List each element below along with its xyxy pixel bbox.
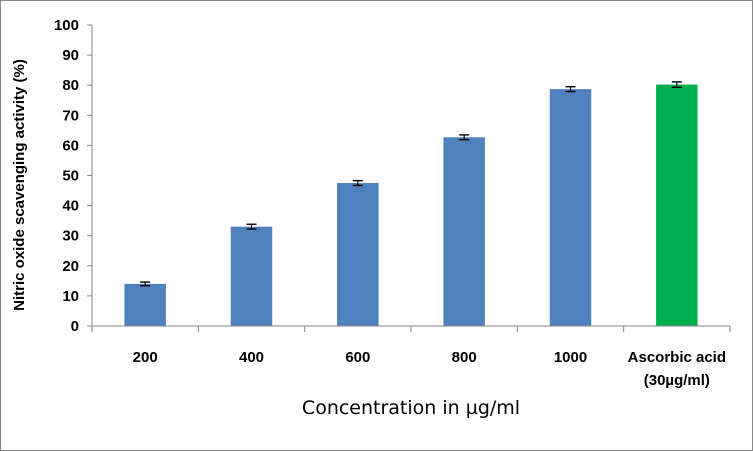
bar <box>230 226 273 326</box>
x-tick-label: 400 <box>239 349 264 366</box>
y-tick-label: 50 <box>62 168 79 185</box>
y-tick-label: 80 <box>62 77 79 94</box>
x-tick-label: 200 <box>133 349 158 366</box>
y-tick-label: 10 <box>62 288 79 305</box>
bar <box>549 89 592 326</box>
x-tick-label: 800 <box>452 349 477 366</box>
bar <box>443 137 485 326</box>
y-tick-label: 0 <box>71 318 79 335</box>
x-axis-title: Concentration in µg/ml <box>302 397 520 419</box>
bar <box>337 183 379 326</box>
y-tick-label: 90 <box>62 47 79 64</box>
y-tick-label: 30 <box>62 228 79 245</box>
y-tick-label: 70 <box>62 107 79 124</box>
x-tick-label: Ascorbic acid (30µg/ml) <box>628 349 726 389</box>
x-tick-label: 1000 <box>554 349 587 366</box>
y-tick-label: 100 <box>54 17 79 34</box>
y-tick-label: 40 <box>62 198 79 215</box>
y-tick-label: 60 <box>62 137 79 154</box>
x-tick-label: 600 <box>345 349 370 366</box>
bar <box>656 84 698 327</box>
y-tick-label: 20 <box>62 258 79 275</box>
y-axis-title: Nitric oxide scavenging activity (%) <box>11 59 28 311</box>
bar <box>124 283 166 326</box>
